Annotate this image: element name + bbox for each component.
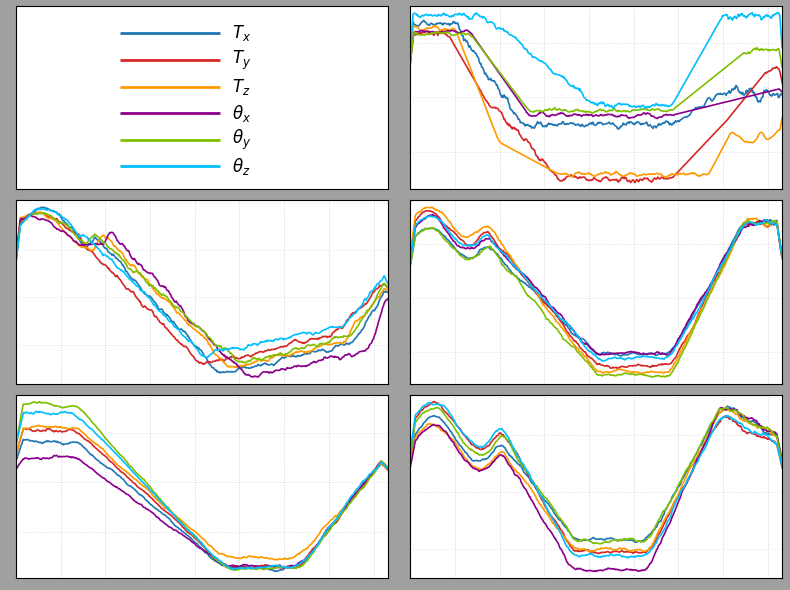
Text: $\theta_y$: $\theta_y$ [231, 127, 250, 152]
Text: $T_z$: $T_z$ [231, 77, 250, 97]
Text: $\theta_x$: $\theta_x$ [231, 103, 250, 124]
Text: $T_x$: $T_x$ [231, 24, 250, 44]
Text: $T_y$: $T_y$ [231, 48, 250, 71]
Text: $\theta_z$: $\theta_z$ [231, 156, 250, 177]
